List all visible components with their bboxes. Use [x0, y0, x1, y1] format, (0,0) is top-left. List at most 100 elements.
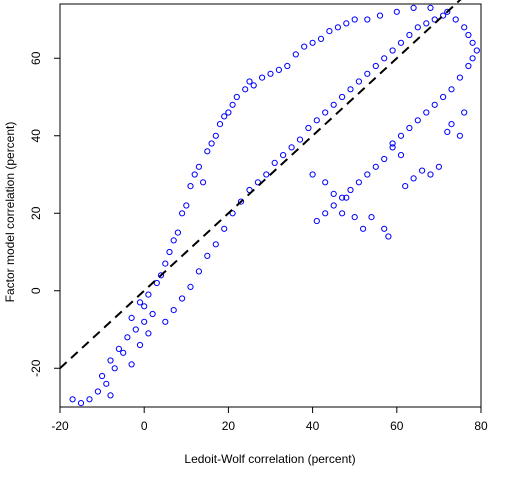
data-point — [107, 392, 114, 399]
x-tick-label: 60 — [390, 419, 404, 433]
data-point — [440, 12, 447, 19]
data-point — [385, 233, 392, 240]
data-point — [195, 268, 202, 275]
data-point — [351, 16, 358, 23]
data-point — [120, 349, 127, 356]
data-point — [296, 136, 304, 143]
data-point — [313, 117, 320, 124]
data-point — [381, 55, 388, 62]
data-point — [145, 291, 152, 298]
data-point — [107, 357, 114, 364]
data-point — [141, 303, 148, 310]
data-point — [461, 24, 468, 31]
data-point — [271, 159, 278, 166]
data-point — [115, 345, 123, 352]
data-point — [317, 35, 325, 43]
data-point — [191, 171, 198, 178]
data-point — [389, 47, 396, 54]
data-point — [221, 113, 228, 120]
data-point — [351, 214, 358, 221]
data-point — [339, 210, 346, 217]
data-point — [343, 194, 350, 201]
data-point — [170, 237, 177, 244]
y-tick-label: 20 — [29, 206, 43, 220]
x-axis-label: Ledoit-Wolf correlation (percent) — [184, 452, 355, 466]
data-point — [187, 283, 194, 290]
data-point — [69, 396, 76, 403]
data-point — [322, 210, 329, 217]
data-point — [376, 12, 384, 19]
data-point — [372, 62, 379, 70]
data-point — [469, 39, 476, 46]
data-point — [250, 82, 257, 89]
points-layer — [69, 4, 480, 407]
data-point — [187, 183, 194, 190]
data-point — [381, 155, 388, 163]
data-point — [195, 163, 202, 170]
data-point — [364, 171, 371, 178]
data-point — [368, 214, 375, 221]
x-tick-label: 0 — [141, 419, 148, 433]
data-point — [372, 163, 379, 170]
data-point — [259, 74, 266, 81]
data-point — [162, 318, 169, 325]
data-point — [136, 341, 144, 349]
data-point — [179, 210, 186, 217]
data-point — [456, 132, 463, 139]
data-point — [309, 171, 316, 178]
data-point — [204, 148, 211, 155]
data-point — [242, 86, 249, 93]
data-point — [423, 109, 430, 116]
data-point — [381, 225, 388, 232]
data-point — [330, 101, 337, 108]
data-point — [86, 396, 93, 403]
data-point — [212, 132, 219, 139]
data-point — [237, 198, 245, 205]
data-point — [322, 109, 329, 116]
data-point — [254, 179, 261, 186]
data-point — [364, 70, 371, 77]
data-point — [389, 144, 396, 151]
data-point — [427, 4, 434, 11]
data-point — [406, 31, 413, 39]
data-point — [322, 179, 329, 186]
data-point — [128, 314, 135, 321]
y-axis-label: Factor model correlation (percent) — [3, 122, 17, 303]
data-point — [410, 175, 417, 182]
data-point — [414, 117, 421, 124]
data-point — [397, 152, 405, 159]
data-point — [397, 39, 405, 46]
data-point — [141, 318, 148, 325]
data-point — [149, 310, 156, 318]
data-point — [347, 186, 354, 194]
data-point — [423, 20, 430, 27]
data-point — [267, 70, 274, 77]
data-point — [174, 229, 181, 236]
data-point — [99, 372, 106, 380]
data-point — [389, 140, 396, 147]
data-point — [280, 152, 287, 159]
data-point — [162, 260, 169, 267]
data-point — [77, 400, 85, 407]
data-point — [330, 202, 337, 209]
data-point — [355, 78, 362, 85]
data-point — [170, 307, 177, 314]
data-point — [452, 16, 459, 23]
data-point — [419, 167, 426, 174]
data-point — [313, 217, 320, 225]
data-point — [157, 272, 165, 279]
data-point — [410, 4, 417, 11]
data-point — [339, 194, 346, 201]
data-point — [431, 101, 438, 108]
data-point — [444, 128, 451, 135]
data-point — [111, 365, 118, 372]
data-point — [183, 202, 190, 209]
data-point — [465, 31, 472, 39]
data-point — [208, 140, 215, 147]
data-point — [326, 28, 333, 35]
data-point — [200, 179, 207, 186]
data-point — [330, 190, 337, 197]
data-point — [145, 330, 152, 337]
data-point — [406, 124, 413, 132]
data-point — [427, 171, 434, 178]
